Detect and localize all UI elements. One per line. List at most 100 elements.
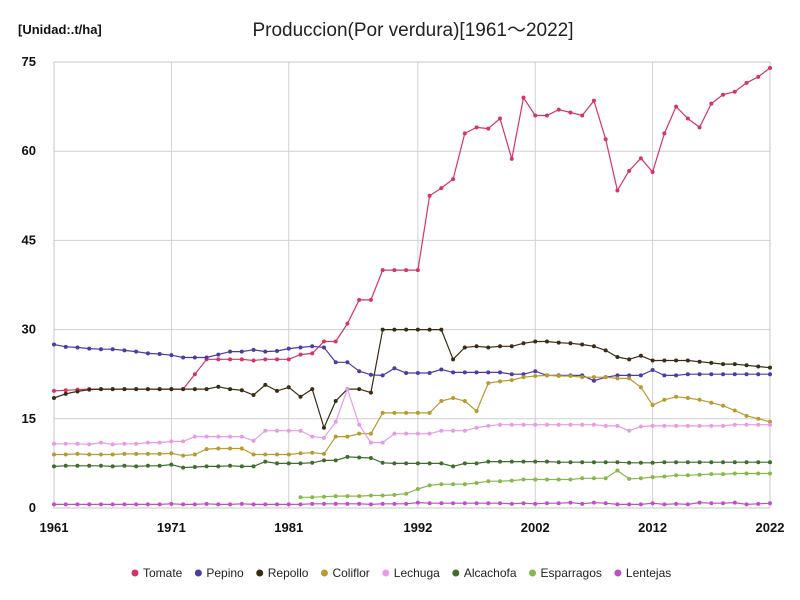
- data-point: [134, 441, 139, 446]
- data-point: [275, 452, 280, 457]
- data-point: [357, 494, 362, 499]
- data-point: [615, 188, 620, 193]
- x-tick-label: 2002: [521, 520, 550, 535]
- data-point: [709, 101, 714, 106]
- data-point: [439, 367, 444, 372]
- data-point: [615, 468, 620, 473]
- data-point: [756, 471, 761, 476]
- data-point: [298, 394, 303, 399]
- legend-marker: [320, 569, 328, 577]
- data-point: [662, 423, 667, 428]
- data-point: [251, 464, 256, 469]
- data-point: [157, 502, 162, 507]
- data-point: [615, 423, 620, 428]
- data-point: [87, 452, 92, 457]
- series-lentejas: [52, 500, 772, 507]
- data-point: [732, 422, 737, 427]
- data-point: [662, 502, 667, 507]
- x-tick-label: 1981: [274, 520, 303, 535]
- data-point: [544, 113, 549, 118]
- data-point: [627, 502, 632, 507]
- data-point: [486, 345, 491, 350]
- data-point: [345, 387, 350, 392]
- data-point: [568, 422, 573, 427]
- data-point: [145, 387, 150, 392]
- data-point: [275, 388, 280, 393]
- data-point: [674, 423, 679, 428]
- data-point: [721, 372, 726, 377]
- data-point: [650, 423, 655, 428]
- data-point: [744, 460, 749, 465]
- data-point: [615, 373, 620, 378]
- data-point: [439, 461, 444, 466]
- data-point: [638, 385, 643, 390]
- data-point: [498, 459, 503, 464]
- grid: [53, 61, 771, 509]
- data-point: [721, 501, 726, 506]
- data-point: [415, 371, 420, 376]
- data-point: [298, 451, 303, 456]
- data-point: [181, 355, 186, 360]
- data-point: [415, 431, 420, 436]
- data-point: [321, 345, 326, 350]
- data-point: [662, 460, 667, 465]
- data-point: [275, 349, 280, 354]
- data-point: [697, 372, 702, 377]
- data-point: [709, 460, 714, 465]
- data-point: [169, 451, 174, 456]
- data-point: [251, 347, 256, 352]
- data-point: [498, 501, 503, 506]
- data-point: [122, 441, 127, 446]
- data-point: [228, 446, 233, 451]
- data-point: [52, 452, 56, 457]
- data-point: [627, 373, 632, 378]
- data-point: [768, 460, 772, 465]
- data-point: [462, 428, 467, 433]
- data-point: [674, 394, 679, 399]
- data-point: [404, 431, 409, 436]
- data-point: [181, 453, 186, 458]
- data-point: [87, 463, 92, 468]
- data-point: [345, 360, 350, 365]
- data-point: [451, 177, 456, 182]
- data-point: [75, 451, 80, 456]
- data-point: [263, 452, 268, 457]
- data-point: [52, 388, 56, 393]
- data-point: [368, 493, 373, 498]
- data-point: [509, 378, 514, 383]
- data-point: [357, 431, 362, 436]
- data-point: [732, 460, 737, 465]
- data-point: [451, 482, 456, 487]
- data-point: [427, 371, 432, 376]
- series-coliflor: [52, 373, 772, 458]
- data-point: [627, 357, 632, 362]
- data-point: [533, 459, 538, 464]
- data-point: [603, 137, 608, 142]
- data-point: [122, 348, 127, 353]
- y-tick-label: 60: [22, 143, 36, 158]
- data-point: [216, 464, 221, 469]
- data-point: [603, 423, 608, 428]
- data-point: [709, 423, 714, 428]
- legend-item: Coliflor: [320, 566, 370, 580]
- data-point: [286, 428, 291, 433]
- data-point: [404, 371, 409, 376]
- data-point: [591, 98, 596, 103]
- data-point: [404, 410, 409, 415]
- data-point: [228, 387, 233, 392]
- data-point: [768, 372, 772, 377]
- data-point: [75, 502, 80, 507]
- data-point: [768, 365, 772, 370]
- data-point: [392, 461, 397, 466]
- data-point: [486, 423, 491, 428]
- data-point: [662, 373, 667, 378]
- data-point: [239, 434, 244, 439]
- data-point: [509, 501, 514, 506]
- data-point: [98, 347, 103, 352]
- data-point: [662, 474, 667, 479]
- data-point: [181, 387, 186, 392]
- data-point: [498, 479, 503, 484]
- legend-label: Lentejas: [626, 566, 671, 580]
- data-point: [732, 372, 737, 377]
